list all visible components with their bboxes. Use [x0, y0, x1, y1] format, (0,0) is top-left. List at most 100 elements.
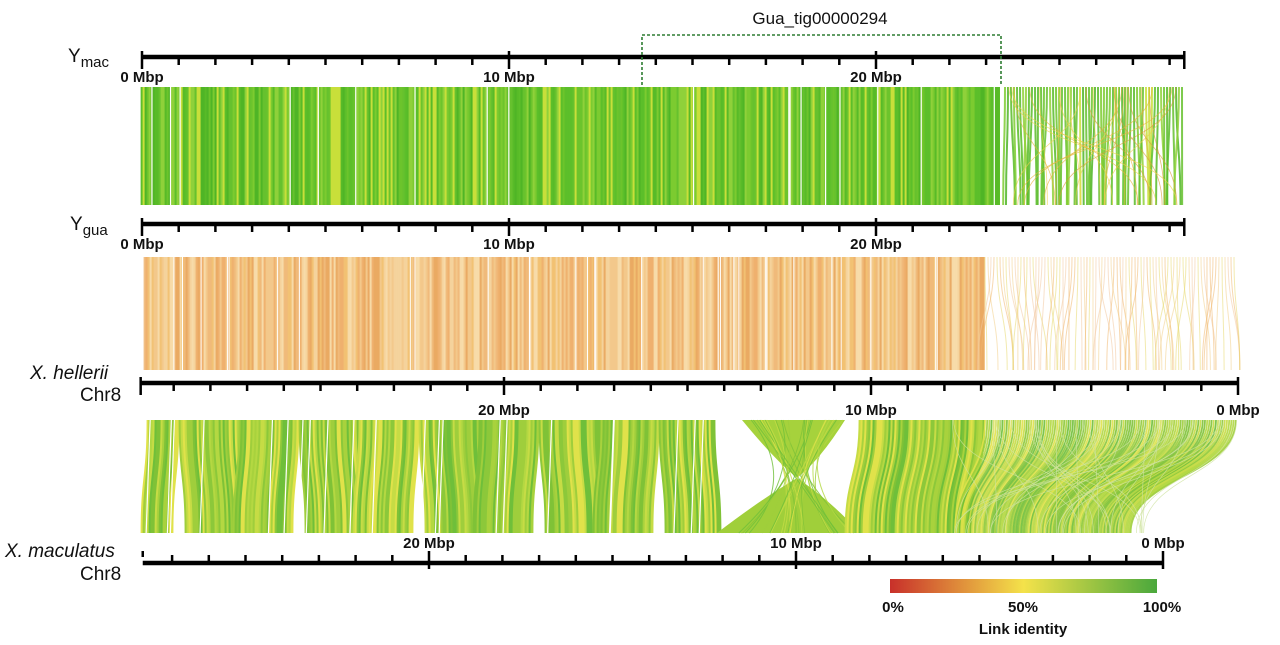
- link: [1047, 256, 1058, 371]
- link: [1155, 256, 1160, 371]
- link: [484, 419, 494, 534]
- link: [977, 419, 1019, 534]
- link: [704, 419, 714, 534]
- link: [1004, 86, 1009, 206]
- track-label-ygua: Ygua: [70, 214, 108, 239]
- axis-xhel: 0 Mbp 10 Mbp 20 Mbp: [139, 377, 1260, 419]
- link: [472, 419, 482, 534]
- link: [1118, 419, 1222, 534]
- link: [278, 419, 288, 534]
- link: [392, 419, 402, 534]
- link: [320, 419, 330, 534]
- link: [568, 419, 578, 534]
- link: [1117, 419, 1220, 534]
- link: [680, 419, 690, 534]
- link: [674, 419, 684, 534]
- link: [1069, 419, 1151, 534]
- link: [1175, 256, 1187, 371]
- link: [644, 419, 654, 534]
- link: [1197, 256, 1201, 371]
- link: [490, 419, 500, 534]
- link: [214, 419, 224, 534]
- link: [1097, 419, 1191, 534]
- link: [420, 419, 430, 534]
- link: [252, 419, 262, 534]
- link: [202, 419, 212, 534]
- link: [936, 419, 954, 534]
- link: [1170, 256, 1182, 371]
- link: [1127, 256, 1133, 371]
- link: [464, 419, 474, 534]
- link: [854, 419, 872, 534]
- link: [1134, 256, 1138, 371]
- link: [918, 419, 936, 534]
- link: [150, 419, 160, 534]
- link: [316, 419, 326, 534]
- link: [458, 419, 468, 534]
- link: [212, 419, 222, 534]
- axis-ygua: 0 Mbp 10 Mbp 20 Mbp: [120, 218, 1186, 253]
- link: [1094, 419, 1187, 534]
- link: [336, 419, 346, 534]
- link: [1040, 256, 1046, 371]
- link: [898, 419, 916, 534]
- link: [682, 419, 692, 534]
- link: [1000, 419, 1052, 534]
- link: [1120, 419, 1224, 534]
- link: [1044, 419, 1116, 534]
- link: [638, 419, 648, 534]
- link: [160, 419, 170, 534]
- axis-xmac: 0 Mbp 10 Mbp 20 Mbp: [141, 535, 1185, 569]
- link: [708, 419, 718, 534]
- link: [268, 419, 278, 534]
- link: [940, 419, 958, 534]
- link: [880, 419, 898, 534]
- link: [224, 419, 234, 534]
- link: [1024, 419, 1088, 534]
- links-ymac-ygua: [140, 86, 1184, 206]
- link: [950, 419, 968, 534]
- link: [232, 419, 242, 534]
- link: [844, 419, 862, 534]
- link: [192, 419, 202, 534]
- link: [890, 419, 908, 534]
- link: [1092, 419, 1184, 534]
- link: [957, 419, 991, 534]
- link: [404, 419, 414, 534]
- link: [288, 419, 298, 534]
- link: [572, 419, 582, 534]
- link: [974, 419, 1015, 534]
- link: [1026, 86, 1030, 206]
- link: [916, 419, 934, 534]
- link: [546, 419, 556, 534]
- link: [640, 419, 650, 534]
- link: [216, 419, 226, 534]
- link: [1097, 256, 1103, 371]
- link: [1173, 86, 1180, 206]
- link: [894, 419, 912, 534]
- link: [646, 419, 656, 534]
- link: [852, 419, 870, 534]
- link: [912, 419, 930, 534]
- link: [556, 419, 566, 534]
- link: [184, 419, 194, 534]
- link: [848, 419, 866, 534]
- link: [250, 419, 260, 534]
- link: [366, 419, 376, 534]
- link: [260, 419, 270, 534]
- link: [1012, 419, 1070, 534]
- link: [548, 419, 558, 534]
- link: [996, 256, 1008, 371]
- link: [1049, 419, 1123, 534]
- link: [1154, 256, 1169, 371]
- link: [220, 419, 230, 534]
- link: [1106, 256, 1115, 371]
- link: [1164, 256, 1181, 371]
- link: [596, 419, 606, 534]
- link: [334, 419, 344, 534]
- link: [1230, 256, 1241, 371]
- link: [662, 419, 672, 534]
- link: [154, 419, 164, 534]
- link: [322, 419, 332, 534]
- link: [1055, 419, 1132, 534]
